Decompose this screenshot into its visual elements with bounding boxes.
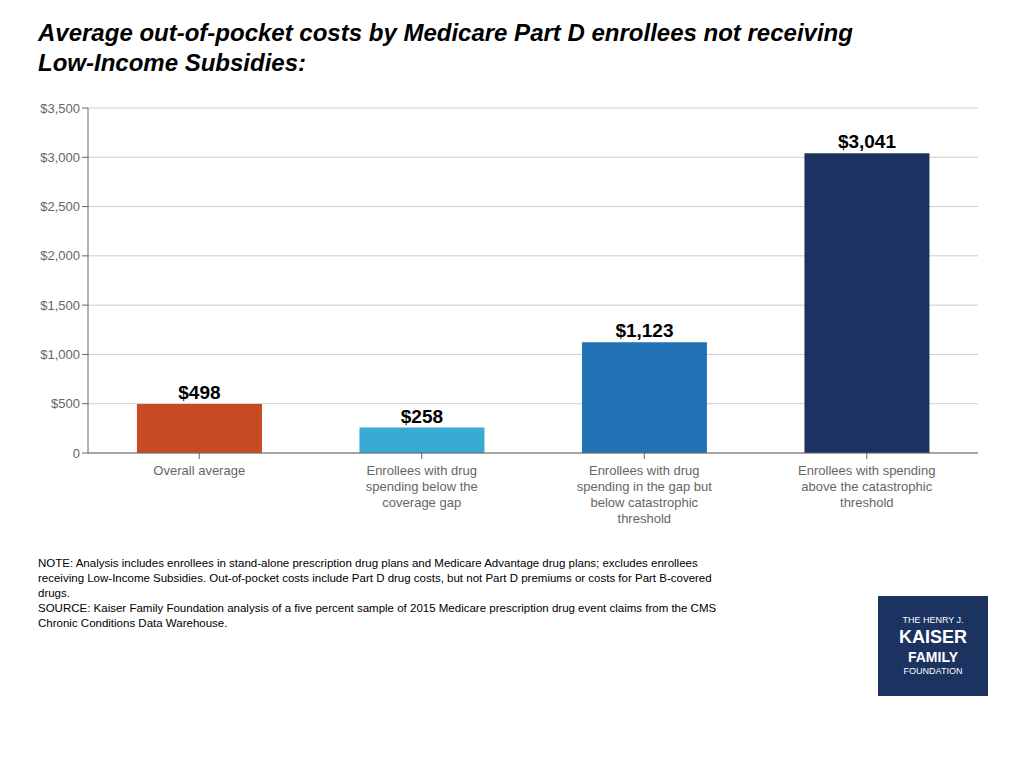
html-text:Low-Income Subsidies:: Low-Income Subsidies: — [38, 49, 306, 76]
html-text:FOUNDATION: FOUNDATION — [903, 666, 963, 676]
svg-text:$1,500: $1,500 — [40, 298, 80, 313]
svg-text:Overall average: Overall average — [153, 463, 245, 478]
svg-text:$498: $498 — [178, 382, 220, 403]
svg-text:Enrollees with drugspending be: Enrollees with drugspending below thecov… — [366, 463, 478, 510]
svg-text:$1,000: $1,000 — [40, 347, 80, 362]
html-text:NOTE: Analysis includes enroll: NOTE: Analysis includes enrollees in sta… — [38, 557, 717, 629]
html-text:THE HENRY J.: THE HENRY J. — [902, 614, 964, 625]
svg-text:0: 0 — [73, 446, 80, 461]
svg-text:Enrollees with spendingabove t: Enrollees with spendingabove the catastr… — [798, 463, 935, 510]
html-text:Average out-of-pocket costs by: Average out-of-pocket costs by Medicare … — [38, 19, 853, 46]
svg-text:$3,041: $3,041 — [838, 131, 897, 152]
svg-text:$500: $500 — [51, 396, 80, 411]
svg-text:$3,000: $3,000 — [40, 150, 80, 165]
svg-text:$2,000: $2,000 — [40, 248, 80, 263]
svg-text:Enrollees with drugspending in: Enrollees with drugspending in the gap b… — [577, 463, 713, 526]
svg-text:$2,500: $2,500 — [40, 199, 80, 214]
html-text:KAISER: KAISER — [899, 627, 967, 647]
svg-text:$258: $258 — [401, 406, 443, 427]
svg-text:$3,500: $3,500 — [40, 101, 80, 116]
html-text:FAMILY: FAMILY — [908, 648, 958, 665]
svg-text:$1,123: $1,123 — [615, 320, 673, 341]
